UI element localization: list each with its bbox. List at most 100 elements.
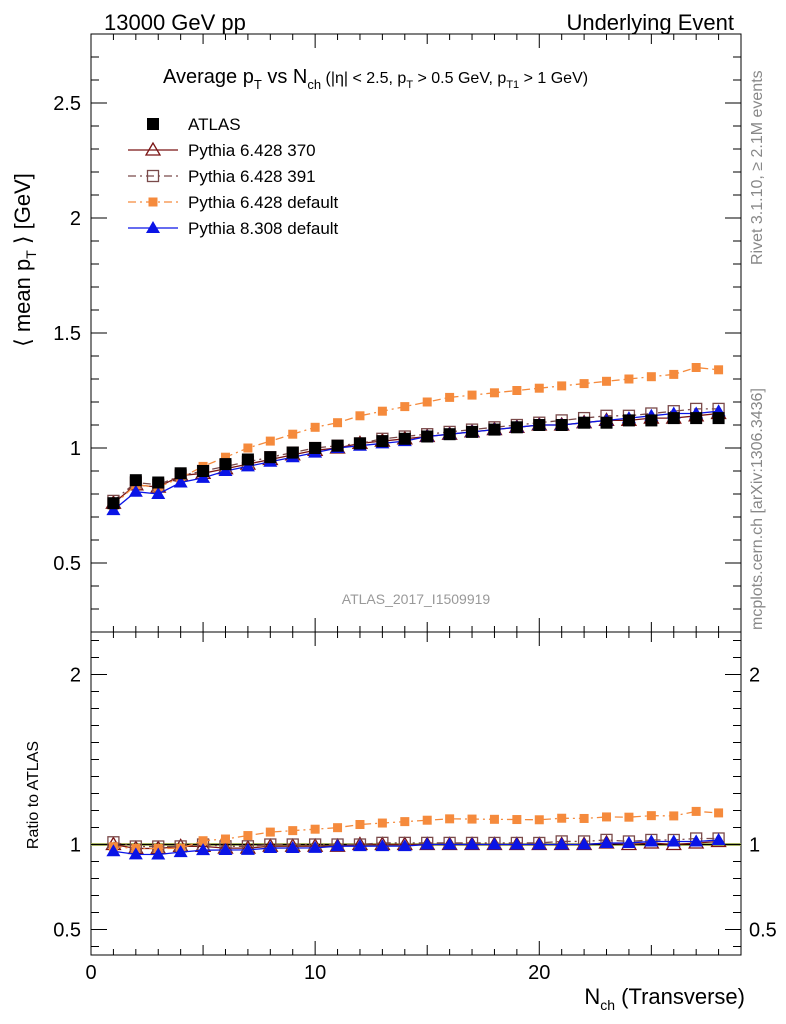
title-main: Average p [163,66,254,88]
py8def-ratio-point [621,835,636,848]
py6def-ratio-line [113,810,719,850]
py6def-main-point [714,365,724,375]
py6def-main-point [624,374,634,384]
title-cuts-c: > 1 GeV) [519,70,588,87]
py370-main-line [113,412,719,504]
mcplots-label: mcplots.cern.ch [arXiv:1306.3436] [749,388,766,630]
py6def-ratio-point [579,813,589,823]
py8def-ratio-point [218,842,233,855]
main-y-tick-label: 2 [70,208,81,230]
atlas-main-point [488,423,501,436]
py8def-ratio-point [577,837,592,850]
atlas-main-point [645,414,658,427]
py6def-ratio-point [355,820,365,829]
x-tick-label: 20 [528,962,550,984]
axis-ticks: 0 10 20 0.5 1 1.5 2 2.5 0.5 0.5 1 1 2 2 [53,33,777,984]
main-ylabel-sub: T [23,250,39,259]
atlas-main-point [129,474,142,487]
py8def-ratio-point [711,832,726,845]
py8def-ratio-point [240,842,255,855]
atlas-main-point [197,465,210,477]
title-sub-ch: ch [307,77,321,92]
py8def-ratio-point [599,835,614,848]
py391-ratio-line [113,837,719,848]
py6def-ratio-point [288,826,298,836]
atlas-main-point [241,453,254,466]
py8def-main-point [151,487,166,499]
py6def-main-point [310,422,320,432]
ratio-y-tick-label: 0.5 [53,920,81,942]
main-y-tick-label: 1.5 [53,323,81,345]
main-ylabel: ⟨ mean pT ⟩ [GeV] [10,173,39,347]
py8def-ratio-point [106,844,121,857]
title-cuts-a: (|η| < 2.5, p [321,70,406,87]
atlas-main-point [466,425,479,438]
py6def-main-point [243,443,253,453]
py6def-ratio-point [445,814,455,824]
py8def-ratio-point [285,840,300,853]
py6def-main-point [333,418,343,428]
atlas-main-point [331,439,344,452]
rivet-label: Rivet 3.1.10, ≥ 2.1M events [749,70,766,265]
main-ylabel-b: ⟩ [GeV] [10,173,35,250]
py8def-ratio-point [509,837,524,850]
py6def-ratio-point [310,824,320,834]
atlas-main-point [107,497,120,510]
py6def-main-point [377,406,387,416]
legend-label-atlas: ATLAS [188,115,241,134]
xlabel-a: N [584,984,600,1009]
atlas-main-point [510,421,523,434]
py8def-main-line [113,410,719,511]
atlas-main-point [578,416,591,429]
atlas-main-point [690,412,703,425]
py6def-main-point [288,429,298,439]
atlas-main-point [533,419,546,431]
ratio-y-tick-label-right: 1 [749,835,760,857]
py8def-ratio-point [128,847,143,860]
py6def-ratio-point [198,836,208,846]
title-cuts-sub-t1: T1 [506,79,519,91]
legend-marker-py6def [148,197,158,207]
py6def-main-point [445,392,455,402]
py6def-main-point [400,402,410,412]
main-y-tick-label: 1 [70,438,81,460]
header-left: 13000 GeV pp [104,10,246,35]
py8def-ratio-point [330,839,345,852]
atlas-main-point [286,446,299,459]
py8def-main-point [128,484,143,497]
atlas-main-point [443,428,456,441]
title-cuts-sub-t: T [406,79,413,91]
py6def-main-point [557,381,567,391]
py8def-ratio-point [420,837,435,850]
xlabel-b: (Transverse) [615,984,745,1009]
py8def-ratio-point [644,834,659,847]
py6def-ratio-point [333,823,343,833]
py6def-main-point [669,369,679,379]
py370-ratio-line [113,840,719,850]
py8def-ratio-point [352,839,367,852]
py6def-main-point [534,383,544,393]
py6def-ratio-point [624,812,634,822]
py6def-main-point [512,386,522,395]
x-tick-label: 10 [304,962,326,984]
py6def-main-point [220,452,230,462]
main-y-tick-label: 0.5 [53,553,81,575]
py6def-ratio-point [422,815,432,825]
title-sub-t: T [254,77,262,92]
py8def-ratio-point [465,837,480,850]
xlabel: Nch (Transverse) [584,984,745,1013]
py6def-ratio-point [646,811,656,821]
py8def-ratio-point [442,837,457,850]
ratio-ylabel: Ratio to ATLAS [25,741,42,849]
py6def-main-point [646,372,656,382]
atlas-main-point [667,412,680,425]
py8def-ratio-point [532,837,547,850]
py8def-main-point [173,475,188,488]
py8def-ratio-point [375,839,390,852]
atlas-main-point [174,467,187,480]
py6def-ratio-point [467,814,477,824]
atlas-main-point [152,476,165,489]
py6def-main-point [467,390,477,400]
py6def-ratio-point [691,806,701,816]
legend-marker-atlas [147,118,159,130]
